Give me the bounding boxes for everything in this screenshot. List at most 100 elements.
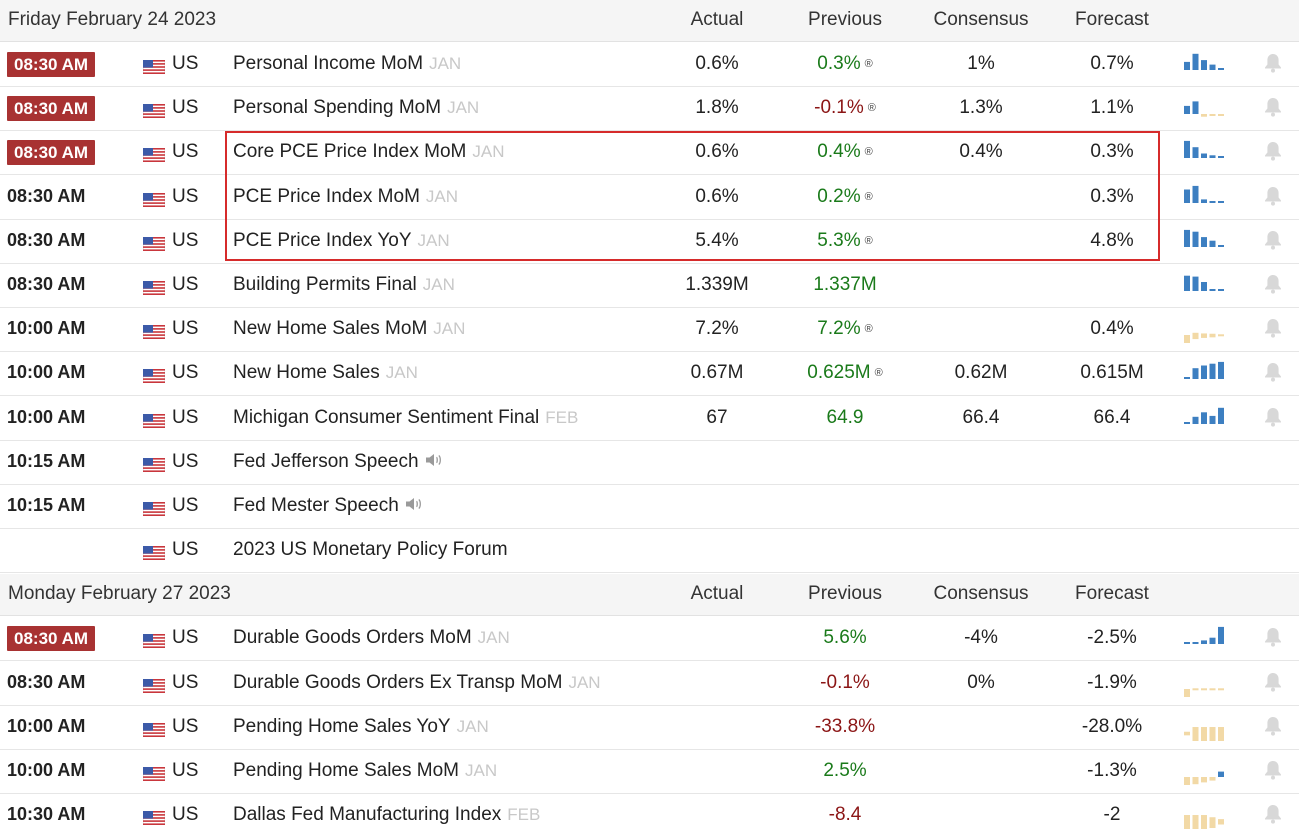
sparkline-chart-icon[interactable] [1184,185,1228,211]
revised-icon[interactable]: ® [864,190,873,203]
event-name-link[interactable]: New Home Sales MoM JAN [233,318,465,340]
sparkline-chart-icon[interactable] [1184,361,1228,387]
event-row[interactable]: 08:30 AM US Building Permits Final JAN 1.339… [0,264,1299,308]
bell-icon[interactable] [1262,803,1284,825]
bell-icon[interactable] [1262,273,1284,295]
previous-number: 7.2% [817,318,861,340]
previous-value: 2.5% [780,760,910,782]
column-header-actual[interactable]: Actual [690,583,744,605]
event-name-link[interactable]: Building Permits Final JAN [233,274,455,296]
sparkline-chart-icon[interactable] [1184,715,1228,744]
event-name-link[interactable]: Personal Income MoM JAN [233,53,461,75]
bell-icon[interactable] [1262,406,1284,428]
event-name-link[interactable]: Pending Home Sales YoY JAN [233,716,489,738]
spark-bar [1201,640,1207,645]
event-row[interactable]: 08:30 AM US Durable Goods Orders Ex Transp… [0,662,1299,706]
bell-icon[interactable] [1262,361,1284,383]
sparkline-chart-icon[interactable] [1184,273,1228,299]
bell-icon[interactable] [1262,317,1284,339]
previous-value: 5.3% ® [780,230,910,252]
previous-value: 1.337M [780,274,910,296]
spark-bar [1209,817,1216,829]
sparkline-chart-icon[interactable] [1184,671,1228,703]
event-row[interactable]: 10:00 AM US New Home Sales JAN 0.67M 0.625M ® 0… [0,352,1299,397]
event-name-link[interactable]: Core PCE Price Index MoM JAN [233,141,504,163]
event-name-link[interactable]: 2023 US Monetary Policy Forum [233,539,508,561]
sparkline-chart-icon[interactable] [1184,140,1228,166]
event-row[interactable]: 08:30 AM US PCE Price Index YoY JAN 5.4% 5.3%… [0,220,1299,264]
event-name-link[interactable]: PCE Price Index MoM JAN [233,186,458,208]
bell-icon[interactable] [1262,140,1284,162]
event-row[interactable]: 08:30 AM US PCE Price Index MoM JAN 0.6% 0.2%… [0,176,1299,220]
event-row[interactable]: 10:15 AM US Fed Mester Speech [0,485,1299,529]
previous-number: 64.9 [826,406,864,428]
revised-icon[interactable]: ® [864,58,873,70]
event-name-link[interactable]: Dallas Fed Manufacturing Index FEB [233,804,540,826]
event-time: 10:15 AM [7,495,86,515]
forecast-value: 0.7% [1090,53,1134,74]
event-row[interactable]: 08:30 AM US Core PCE Price Index MoM JAN 0.6… [0,131,1299,176]
actual-value: 0.6% [695,185,739,207]
bell-icon[interactable] [1262,759,1284,781]
sparkline-chart-icon[interactable] [1184,52,1228,78]
event-row[interactable]: 08:30 AM US Personal Income MoM JAN 0.6% 0.3%… [0,43,1299,87]
sparkline-chart-icon[interactable] [1184,803,1228,830]
event-name-link[interactable]: Durable Goods Orders Ex Transp MoM JAN [233,672,601,694]
actual-value: 1.8% [695,97,739,119]
event-time: 08:30 AM [7,52,96,77]
event-name-link[interactable]: New Home Sales JAN [233,362,418,384]
revised-icon[interactable]: ® [867,102,876,115]
event-name-link[interactable]: Fed Jefferson Speech [233,451,443,473]
spark-bar [1209,200,1216,203]
event-row[interactable]: 10:30 AM US Dallas Fed Manufacturing Index… [0,794,1299,830]
column-header-consensus[interactable]: Consensus [933,9,1029,30]
event-row[interactable]: 10:00 AM US Pending Home Sales MoM JAN 2.5% -… [0,750,1299,794]
event-name-link[interactable]: Personal Spending MoM JAN [233,97,479,119]
sparkline-chart-icon[interactable] [1184,626,1228,652]
column-header-consensus[interactable]: Consensus [933,583,1029,605]
sparkline-chart-icon[interactable] [1184,229,1228,255]
revised-icon[interactable]: ® [864,234,873,247]
column-header-forecast[interactable]: Forecast [1075,9,1149,30]
event-period: JAN [472,142,505,162]
revised-icon[interactable]: ® [864,146,873,159]
event-name-link[interactable]: Durable Goods Orders MoM JAN [233,627,510,649]
spark-bar [1184,141,1190,159]
event-name-link[interactable]: PCE Price Index YoY JAN [233,230,450,252]
event-row[interactable]: 10:00 AM US Michigan Consumer Sentiment Fi… [0,397,1299,441]
spark-bar [1218,407,1224,424]
event-name-link[interactable]: Michigan Consumer Sentiment Final FEB [233,407,578,429]
event-name-link[interactable]: Fed Mester Speech [233,495,423,517]
column-header-actual[interactable]: Actual [690,9,744,30]
revised-icon[interactable]: ® [864,323,873,336]
bell-icon[interactable] [1262,229,1284,251]
event-row[interactable]: US 2023 US Monetary Policy Forum [0,529,1299,574]
bell-icon[interactable] [1262,626,1284,648]
bell-icon[interactable] [1262,671,1284,693]
previous-value: -33.8% [780,716,910,738]
date-header: Monday February 27 2023 Actual Previous Con… [0,574,1299,617]
revised-icon[interactable]: ® [874,367,883,380]
column-header-forecast[interactable]: Forecast [1075,583,1149,605]
bell-icon[interactable] [1262,52,1284,74]
sparkline-chart-icon[interactable] [1184,406,1228,432]
spark-bar [1209,415,1216,424]
event-row[interactable]: 08:30 AM US Personal Spending MoM JAN 1.8% -0… [0,87,1299,132]
bell-icon[interactable] [1262,715,1284,737]
spark-bar [1184,815,1190,830]
event-row[interactable]: 10:15 AM US Fed Jefferson Speech [0,441,1299,485]
event-period: FEB [507,805,541,825]
sparkline-chart-icon[interactable] [1184,96,1228,122]
event-row[interactable]: 10:00 AM US Pending Home Sales YoY JAN -33.8… [0,706,1299,750]
sparkline-chart-icon[interactable] [1184,317,1228,346]
event-name-link[interactable]: Pending Home Sales MoM JAN [233,760,497,782]
bell-icon[interactable] [1262,185,1284,207]
bell-icon[interactable] [1262,96,1284,118]
column-header-previous[interactable]: Previous [808,9,882,30]
sparkline-chart-icon[interactable] [1184,759,1228,787]
spark-bar [1209,777,1216,781]
event-row[interactable]: 08:30 AM US Durable Goods Orders MoM JAN 5.6… [0,617,1299,662]
column-header-previous[interactable]: Previous [808,583,882,605]
country-code: US [172,671,199,693]
event-row[interactable]: 10:00 AM US New Home Sales MoM JAN 7.2% 7.2% ®… [0,308,1299,353]
